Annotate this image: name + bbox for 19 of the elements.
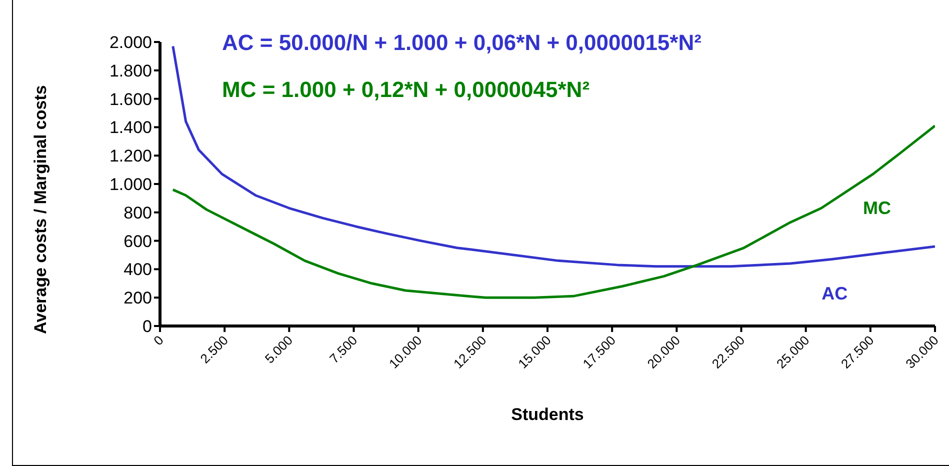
y-tick-label: 1.200 [109, 146, 152, 166]
x-tick-label: 0 [150, 332, 166, 348]
series-label: AC [822, 283, 848, 304]
annotation: MC = 1.000 + 0,12*N + 0,0000045*N² [222, 77, 590, 103]
y-tick-label: 0 [142, 317, 152, 336]
y-tick-label: 1.600 [109, 90, 152, 109]
y-tick-label: 1.800 [109, 61, 152, 80]
y-tick-label: 2.000 [109, 33, 152, 52]
y-tick-label: 600 [124, 232, 152, 251]
y-tick-label: 200 [124, 288, 152, 308]
y-tick-label: 1.400 [109, 118, 152, 138]
x-axis-title: Students [511, 405, 584, 424]
line-series [172, 124, 935, 299]
y-axis-title: Average costs / Marginal costs [31, 85, 50, 334]
annotation: AC = 50.000/N + 1.000 + 0,06*N + 0,0000015*N² [222, 30, 702, 56]
y-tick-label: 800 [124, 203, 152, 222]
y-tick-label: 400 [124, 260, 152, 280]
y-tick-label: 1.000 [109, 175, 152, 194]
series-label: MC [863, 198, 891, 218]
